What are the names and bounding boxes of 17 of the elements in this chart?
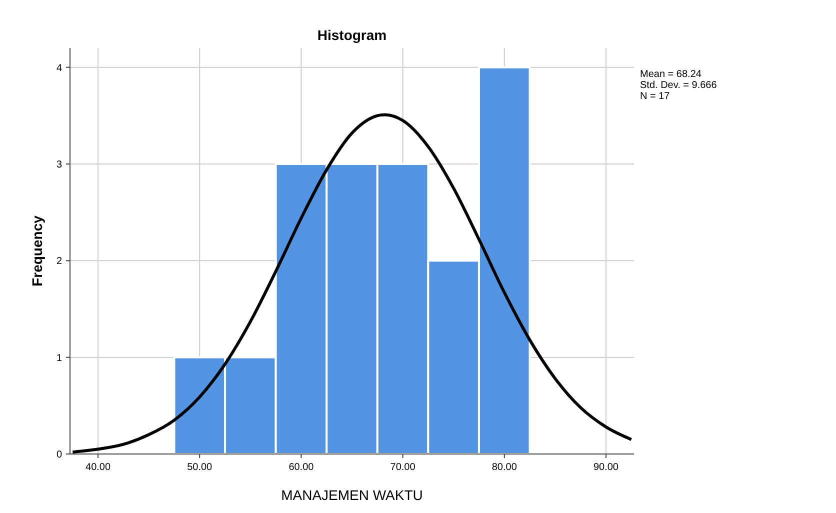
x-tick-label: 80.00	[492, 462, 518, 473]
text: Mean = 68.24	[640, 69, 702, 80]
text: Std. Dev. = 9.666	[640, 80, 718, 91]
y-tick-label: 3	[56, 160, 62, 170]
x-tick-label: 50.00	[187, 462, 213, 473]
x-tick-label: 40.00	[86, 462, 111, 473]
chart-title: Histogram	[317, 27, 387, 43]
text: N = 17	[640, 91, 670, 102]
x-tick-label: 90.00	[593, 462, 619, 473]
y-axis-title: Frequency	[29, 215, 45, 286]
y-tick-label: 0	[56, 450, 62, 460]
x-tick-label: 70.00	[390, 462, 416, 473]
x-axis-title: MANAJEMEN WAKTU	[281, 487, 423, 503]
y-tick-label: 1	[56, 352, 62, 364]
y-tick-label: 4	[56, 62, 62, 74]
x-tick-label: 60.00	[288, 462, 314, 473]
y-tick-label: 2	[56, 256, 62, 268]
